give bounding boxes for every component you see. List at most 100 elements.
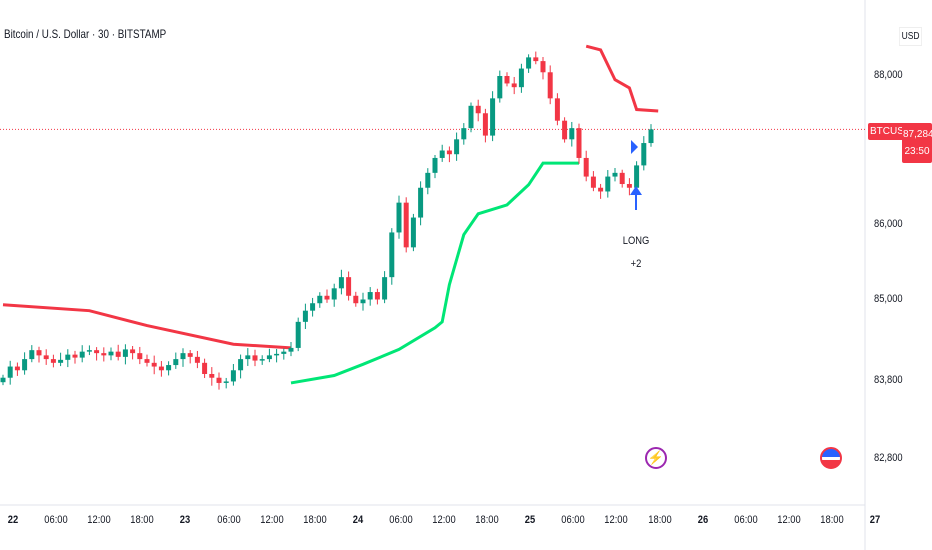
candle-body — [230, 370, 236, 382]
lightning-icon[interactable]: ⚡ — [645, 447, 667, 469]
x-tick-label: 27 — [869, 514, 881, 526]
candle-body — [418, 187, 424, 218]
candle-body — [180, 353, 186, 360]
candle-body — [396, 202, 402, 233]
candle-body — [274, 353, 280, 356]
candle-body — [475, 105, 481, 114]
candle-body — [554, 98, 560, 121]
candle-body — [634, 165, 640, 188]
candle-body — [468, 105, 474, 129]
long-arrow-head — [630, 186, 642, 195]
candle-body — [288, 347, 294, 352]
signal-value: +2 — [630, 258, 642, 270]
candle-body — [29, 350, 35, 360]
x-tick-label: 26 — [697, 514, 708, 526]
x-tick-label: 18:00 — [130, 514, 154, 526]
candle-body — [302, 310, 308, 322]
candle-body — [540, 61, 546, 73]
x-tick-label: 18:00 — [647, 514, 672, 526]
candle-body — [7, 366, 13, 378]
resistance-line — [2, 303, 292, 350]
candle-body — [439, 150, 445, 158]
x-tick-label: 12:00 — [87, 514, 111, 526]
current-price-tag: 87,284 23:50 — [902, 123, 932, 163]
candle-body — [0, 377, 6, 383]
chart-title: Bitcoin / U.S. Dollar · 30 · BITSTAMP — [4, 27, 167, 41]
x-tick-label: 25 — [524, 514, 536, 526]
candle-body — [101, 353, 107, 356]
candle-body — [58, 359, 64, 363]
candle-body — [36, 350, 42, 356]
candle-body — [281, 351, 287, 354]
candle-body — [598, 187, 604, 192]
x-tick-label: 06:00 — [389, 514, 413, 526]
candle-body — [454, 139, 460, 155]
candle-body — [511, 83, 517, 88]
candle-body — [648, 129, 654, 144]
x-tick-label: 18:00 — [475, 514, 499, 526]
candle-body — [619, 172, 625, 185]
candle-body — [137, 353, 143, 360]
candle-body — [461, 128, 467, 140]
symbol-tag: BTCUSD — [868, 123, 914, 140]
candle-body — [310, 303, 316, 311]
candle-body — [166, 365, 172, 371]
candle-body — [252, 355, 258, 361]
x-tick-label: 24 — [352, 514, 364, 526]
candle-body — [158, 366, 164, 371]
candle-body — [259, 359, 265, 361]
candle-body — [425, 172, 431, 188]
candle-body — [43, 355, 49, 360]
x-tick-label: 06:00 — [216, 514, 241, 526]
candle-body — [612, 172, 618, 177]
candle-body — [50, 359, 56, 363]
candle-body — [547, 72, 553, 99]
candle-body — [526, 57, 532, 69]
signal-label: LONG — [622, 235, 650, 247]
candle-body — [245, 355, 251, 360]
candle-body — [360, 299, 366, 304]
candle-body — [115, 351, 121, 357]
candle-body — [194, 356, 200, 363]
candle-body — [324, 295, 330, 300]
y-tick-label: 83,800 — [874, 374, 903, 386]
candle-body — [14, 366, 20, 371]
candle-body — [122, 349, 128, 357]
candle-body — [410, 217, 416, 248]
candle-body — [173, 359, 179, 366]
candle-body — [331, 288, 337, 300]
candle-body — [65, 354, 71, 360]
y-tick-label: 85,000 — [874, 293, 903, 305]
candle-body — [295, 321, 301, 348]
candle-body — [209, 374, 215, 378]
candle-body — [569, 128, 575, 140]
candle-body — [432, 157, 438, 173]
x-tick-label: 06:00 — [733, 514, 758, 526]
candle-body — [79, 351, 85, 358]
x-tick-label: 12:00 — [604, 514, 629, 526]
x-tick-label: 18:00 — [302, 514, 327, 526]
candle-body — [576, 128, 582, 158]
candle-body — [238, 359, 244, 371]
candle-body — [266, 355, 272, 360]
currency-label[interactable]: USD — [899, 27, 923, 46]
candle-body — [94, 350, 100, 354]
candle-body — [382, 277, 388, 300]
entry-marker — [631, 140, 638, 154]
candle-body — [446, 150, 452, 155]
candle-body — [389, 232, 395, 278]
y-tick-label: 82,800 — [874, 452, 903, 464]
candle-body — [497, 76, 503, 99]
x-tick-label: 06:00 — [561, 514, 585, 526]
candle-body — [533, 57, 539, 62]
candle-body — [346, 277, 352, 296]
candle-body — [590, 176, 596, 188]
x-tick-label: 12:00 — [432, 514, 456, 526]
candle-body — [144, 359, 150, 363]
x-tick-label: 12:00 — [777, 514, 801, 526]
candle-body — [403, 202, 409, 248]
us-flag-icon[interactable] — [820, 447, 842, 469]
x-tick-label: 22 — [7, 514, 19, 526]
candle-body — [86, 350, 92, 352]
